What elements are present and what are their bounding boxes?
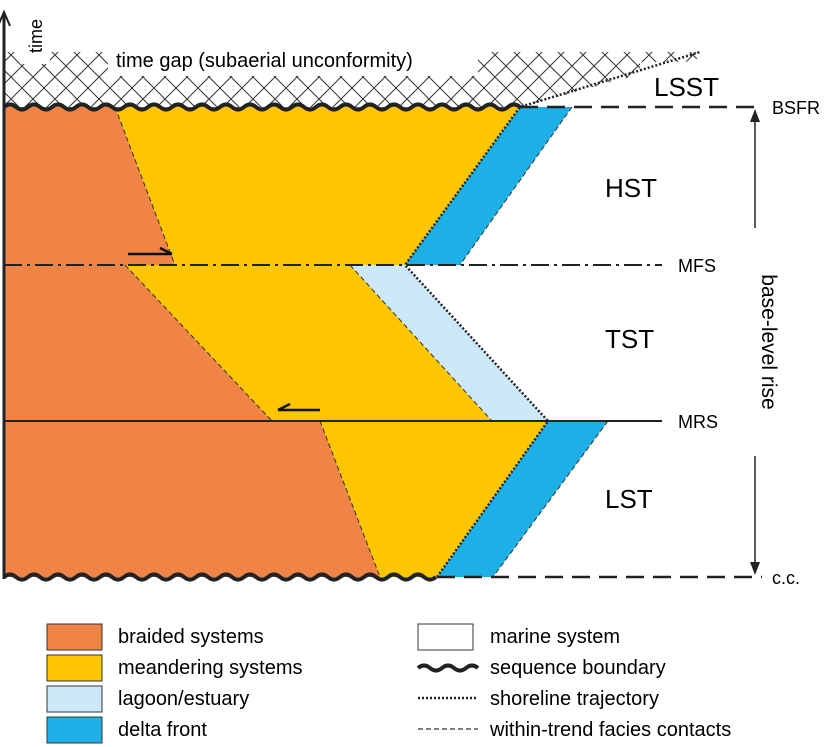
tst-lagoon: [350, 265, 548, 421]
legend-label-marine: marine system: [490, 626, 620, 648]
tst-meandering: [125, 265, 492, 421]
legend-label-meandering: meandering systems: [118, 657, 303, 679]
legend-label-delta-front: delta front: [118, 719, 207, 741]
hst-label: HST: [605, 173, 657, 203]
legend-swatch-lagoon: [46, 685, 103, 713]
legend-left: braided systems meandering systems lagoo…: [46, 623, 303, 744]
cc-label: c.c.: [772, 568, 800, 588]
hst-meandering: [115, 107, 520, 265]
legend-swatch-braided: [46, 623, 103, 651]
lst-delta-front: [437, 421, 608, 577]
tst-braided: [4, 265, 272, 421]
legend-label-sequence-boundary: sequence boundary: [490, 657, 666, 679]
hst-delta-front: [405, 107, 572, 265]
hst-braided: [4, 107, 175, 265]
base-level-rise-arrow: [750, 109, 760, 575]
legend-label-facies-contacts: within-trend facies contacts: [489, 719, 731, 741]
lst-meandering: [320, 421, 548, 577]
facies-contacts: [114, 106, 609, 578]
legend-swatch-marine: [417, 623, 474, 651]
lst-label: LST: [605, 484, 653, 514]
legend-swatch-delta-front: [46, 716, 103, 744]
mfs-label: MFS: [678, 256, 716, 276]
lsst-label: LSST: [654, 72, 719, 102]
sequence-boundary-top: [2, 102, 522, 112]
legend-label-shoreline: shoreline trajectory: [490, 688, 659, 710]
shoreline-trajectory: [403, 50, 701, 578]
time-axis-arrowhead: [0, 9, 11, 27]
base-level-rise-label: base-level rise: [757, 274, 780, 409]
legend-swatch-sequence-boundary: [416, 663, 480, 673]
tst-label: TST: [605, 324, 654, 354]
legend-label-braided: braided systems: [118, 626, 264, 648]
sequence-boundary-bottom: [2, 572, 438, 582]
time-gap-label: time gap (subaerial unconformity): [116, 50, 413, 72]
mrs-label: MRS: [678, 412, 718, 432]
bsfr-label: BSFR: [772, 98, 820, 118]
legend-swatch-meandering: [46, 654, 103, 682]
progradation-arrow: [128, 246, 173, 256]
legend-label-lagoon: lagoon/estuary: [118, 688, 249, 710]
retrogradation-arrow: [277, 402, 320, 412]
legend-right: marine system sequence boundary shorelin…: [416, 623, 731, 741]
time-axis-label: time: [26, 19, 46, 53]
lst-braided: [4, 421, 380, 577]
time-gap-area: [4, 12, 760, 107]
